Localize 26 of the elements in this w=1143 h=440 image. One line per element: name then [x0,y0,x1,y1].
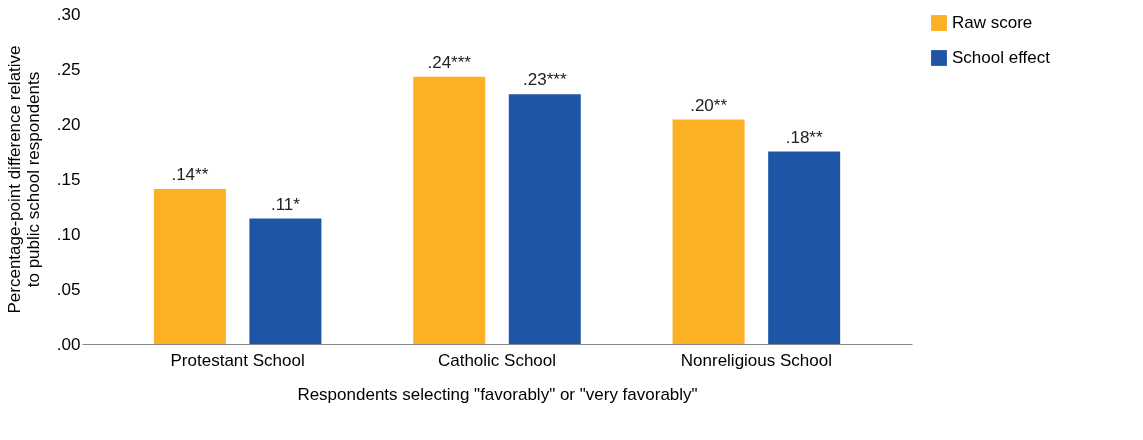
legend-label: School effect [952,48,1051,67]
bar [768,151,841,344]
data-label: .24*** [427,52,472,72]
y-tick-label: .00 [56,334,81,354]
data-label: .20** [690,95,728,115]
legend-label: Raw score [952,13,1033,32]
y-tick-label: .20 [56,114,81,134]
data-label: .11* [270,194,301,214]
y-tick-label: .15 [56,169,81,189]
x-tick-label: Catholic School [437,350,557,370]
data-label: .14** [171,164,209,184]
x-tick-label: Protestant School [170,350,305,370]
y-tick-label: .30 [56,4,81,24]
x-axis-title: Respondents selecting "favorably" or "very favorably" [297,384,698,404]
y-tick-label: .25 [56,59,81,79]
bar [153,188,226,344]
bar [249,218,322,344]
y-tick-label: .10 [56,224,81,244]
y-axis-title: Percentage-point difference relative to public school respondents [4,45,43,314]
data-label: .18** [785,127,823,147]
bar [672,119,745,344]
bar [508,94,581,344]
y-tick-label: .05 [56,279,81,299]
bar [413,76,486,344]
data-label: .23*** [523,70,567,90]
x-tick-label: Nonreligious School [680,350,832,370]
